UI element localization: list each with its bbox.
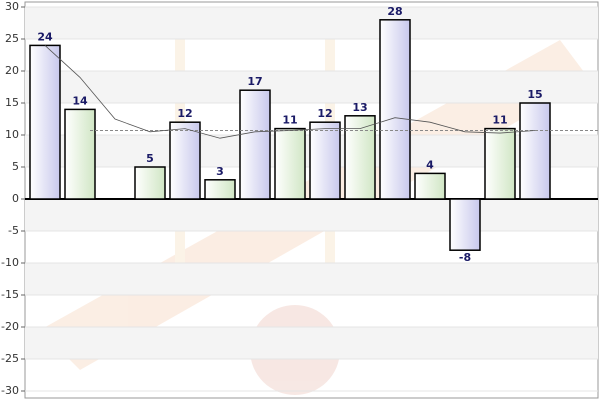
data-label: 5: [146, 152, 154, 165]
bar: [204, 179, 236, 200]
data-label: 3: [216, 165, 224, 178]
y-tick-label: 25: [5, 32, 19, 45]
data-label: -8: [459, 251, 471, 264]
data-label: 15: [527, 88, 542, 101]
bar: [484, 127, 516, 200]
trend-line: [44, 45, 536, 139]
data-label: 12: [317, 107, 332, 120]
grid-band: [25, 263, 598, 295]
y-tick-label: 10: [5, 128, 19, 141]
data-label: 12: [177, 107, 192, 120]
y-tick-label: 5: [12, 160, 19, 173]
y-tick-label: -20: [1, 320, 19, 333]
grid-band: [25, 7, 598, 39]
y-tick-label: 0: [12, 192, 19, 205]
bar: [64, 108, 96, 200]
bar: [274, 127, 306, 200]
y-tick-label: -15: [1, 288, 19, 301]
data-label: 11: [492, 114, 507, 127]
grid-band: [25, 199, 598, 231]
data-label: 13: [352, 101, 367, 114]
y-tick-label: 30: [5, 0, 19, 13]
data-label: 24: [37, 30, 53, 43]
data-label: 28: [387, 5, 402, 18]
bar: [169, 121, 201, 200]
data-label: 4: [426, 158, 434, 171]
grid-band: [25, 327, 598, 359]
bar: [309, 121, 341, 200]
y-tick-label: -30: [1, 384, 19, 397]
bar: [519, 102, 551, 200]
y-tick-label: 15: [5, 96, 19, 109]
grid-band: [25, 71, 598, 103]
y-tick-label: -25: [1, 352, 19, 365]
bar: [379, 19, 411, 200]
bar: [134, 166, 166, 200]
y-tick-label: -5: [8, 224, 19, 237]
bar: [344, 115, 376, 200]
y-tick-label: -10: [1, 256, 19, 269]
data-label: 11: [282, 114, 297, 127]
bar: [239, 89, 271, 200]
bar: [29, 44, 61, 200]
data-label: 14: [72, 94, 88, 107]
bar: [449, 198, 481, 251]
bar: [414, 172, 446, 200]
y-tick-label: 20: [5, 64, 19, 77]
data-label: 17: [247, 75, 262, 88]
